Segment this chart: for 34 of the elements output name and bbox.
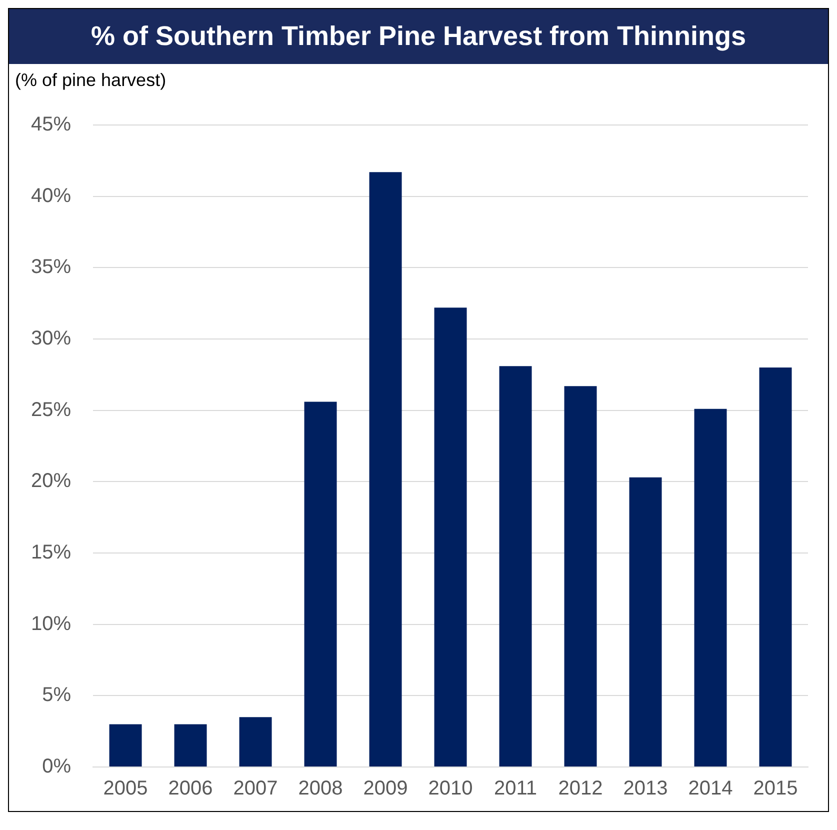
y-tick-label: 45%: [31, 114, 72, 136]
x-tick-label: 2015: [753, 778, 798, 800]
x-tick-label: 2007: [233, 778, 278, 800]
y-axis-title: (% of pine harvest): [14, 69, 168, 91]
y-tick-label: 10%: [31, 612, 72, 635]
x-tick-label: 2011: [494, 778, 538, 800]
x-tick-label: 2006: [168, 778, 213, 800]
chart-title: % of Southern Timber Pine Harvest from Thinnings: [9, 9, 828, 64]
bar: [694, 408, 727, 766]
y-tick-label: 0%: [42, 756, 72, 778]
y-tick-label: 5%: [42, 684, 72, 706]
bar: [369, 172, 402, 766]
x-tick-label: 2010: [428, 778, 473, 800]
x-tick-label: 2005: [103, 778, 148, 800]
bar: [434, 308, 467, 766]
y-tick-label: 20%: [31, 470, 72, 492]
x-tick-label: 2008: [298, 778, 343, 800]
y-tick-label: 15%: [31, 542, 72, 564]
x-tick-label: 2014: [688, 778, 733, 800]
y-tick-label: 25%: [31, 398, 72, 421]
bar: [499, 366, 532, 766]
y-tick-label: 30%: [31, 328, 72, 350]
bar: [564, 386, 597, 766]
x-tick-label: 2012: [558, 778, 603, 800]
bar: [304, 402, 337, 766]
bar: [174, 724, 207, 766]
bar: [629, 477, 662, 766]
x-tick-label: 2009: [363, 778, 408, 800]
bar: [109, 724, 142, 766]
bar: [759, 368, 792, 766]
y-tick-label: 40%: [31, 184, 72, 207]
y-tick-label: 35%: [31, 256, 72, 278]
x-tick-label: 2013: [623, 778, 668, 800]
bar: [239, 717, 272, 766]
